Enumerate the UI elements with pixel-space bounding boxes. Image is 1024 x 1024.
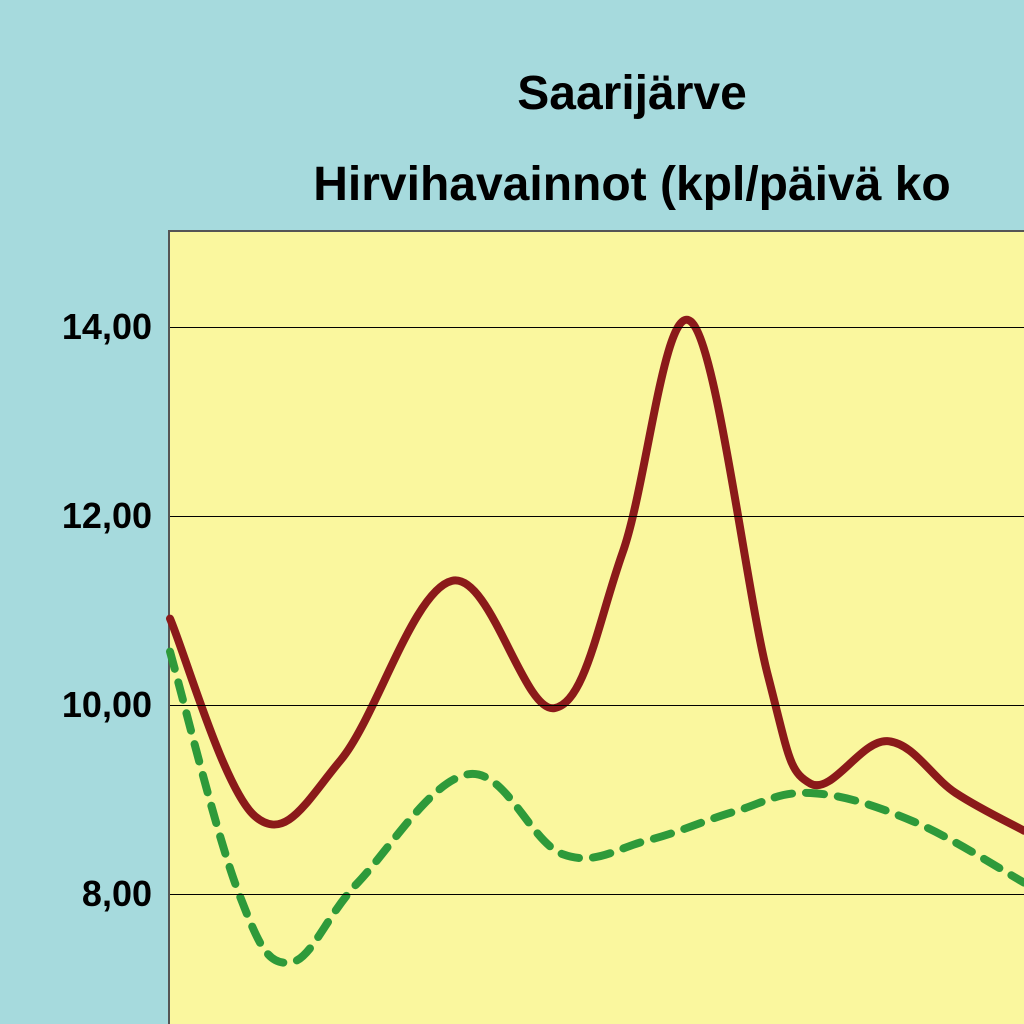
chart-container: Saarijärve Hirvihavainnot (kpl/päivä ko … xyxy=(0,0,1024,1024)
chart-title-line2: Hirvihavainnot (kpl/päivä ko xyxy=(240,157,1024,212)
chart-title: Saarijärve Hirvihavainnot (kpl/päivä ko xyxy=(0,30,1024,248)
y-tick-label: 12,00 xyxy=(62,495,170,537)
chart-lines xyxy=(170,232,1024,1024)
plot-area: 8,0010,0012,0014,00 xyxy=(168,230,1024,1024)
gridline xyxy=(170,705,1024,706)
gridline xyxy=(170,327,1024,328)
chart-title-line1: Saarijärve xyxy=(240,66,1024,121)
y-tick-label: 8,00 xyxy=(82,873,170,915)
y-tick-label: 10,00 xyxy=(62,684,170,726)
y-tick-label: 14,00 xyxy=(62,306,170,348)
gridline xyxy=(170,516,1024,517)
gridline xyxy=(170,894,1024,895)
series-red xyxy=(170,320,1024,831)
